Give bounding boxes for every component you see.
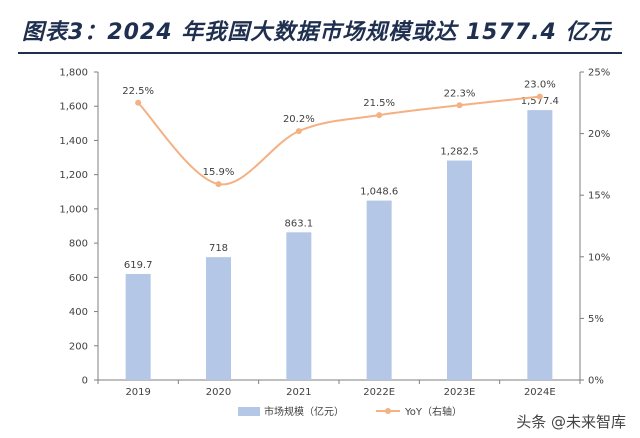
bar [286,232,312,380]
right-axis-tick-label: 5% [588,314,604,325]
legend-line-label: YoY（右轴） [404,405,462,418]
x-axis-tick-label: 2020 [206,387,231,398]
bar-value-label: 863.1 [285,218,314,229]
left-axis-tick-label: 400 [69,307,88,318]
yoy-value-label: 21.5% [363,98,395,109]
x-axis-tick-label: 2019 [125,387,150,398]
yoy-point [215,181,222,188]
left-axis-tick-label: 600 [69,273,88,284]
bar [125,273,151,380]
bar-value-label: 1,577.4 [521,96,559,107]
title-bar: 图表3：2024 年我国大数据市场规模或达 1577.4 亿元 [0,0,640,56]
right-axis-tick-label: 15% [588,191,610,202]
x-axis-tick-label: 2022E [363,387,395,398]
yoy-point [135,99,142,106]
yoy-value-label: 22.3% [444,88,476,99]
bar-value-label: 1,282.5 [440,147,478,158]
bar-value-label: 718 [209,243,228,254]
title-underline [18,52,622,54]
left-axis-tick-label: 800 [69,239,88,250]
yoy-value-label: 15.9% [203,167,235,178]
left-axis-tick-label: 1,400 [59,136,88,147]
left-axis-tick-label: 1,200 [59,170,88,181]
right-axis-tick-label: 25% [588,68,610,79]
yoy-point [536,93,543,100]
bar-value-label: 1,048.6 [360,187,398,198]
yoy-value-label: 23.0% [524,80,556,91]
left-axis-tick-label: 1,800 [59,68,88,79]
bar-value-label: 619.7 [124,260,153,271]
yoy-value-label: 22.5% [122,86,154,97]
legend-bar-label: 市场规模（亿元） [264,405,344,418]
right-axis-tick-label: 20% [588,129,610,140]
x-axis-tick-label: 2023E [444,387,476,398]
left-axis-tick-label: 0 [82,376,88,387]
bar [447,160,472,380]
left-axis-tick-label: 1,000 [59,204,88,215]
left-axis-tick-label: 200 [69,341,88,352]
yoy-point [456,102,463,109]
yoy-point [376,112,383,119]
right-axis-tick-label: 0% [588,376,604,387]
yoy-line [137,95,540,186]
yoy-point [295,128,302,135]
chart-title: 图表3：2024 年我国大数据市场规模或达 1577.4 亿元 [22,20,612,45]
left-axis-tick-label: 1,600 [59,102,88,113]
x-axis-tick-label: 2024E [524,387,556,398]
bar [527,110,553,381]
yoy-value-label: 20.2% [283,114,315,125]
bar [206,257,231,380]
watermark: 头条 @未来智库 [516,413,626,431]
legend-line-marker [385,408,391,414]
legend-bar-swatch [238,407,260,416]
bar [366,200,392,380]
x-axis-tick-label: 2021 [286,387,311,398]
right-axis-tick-label: 10% [588,252,610,263]
